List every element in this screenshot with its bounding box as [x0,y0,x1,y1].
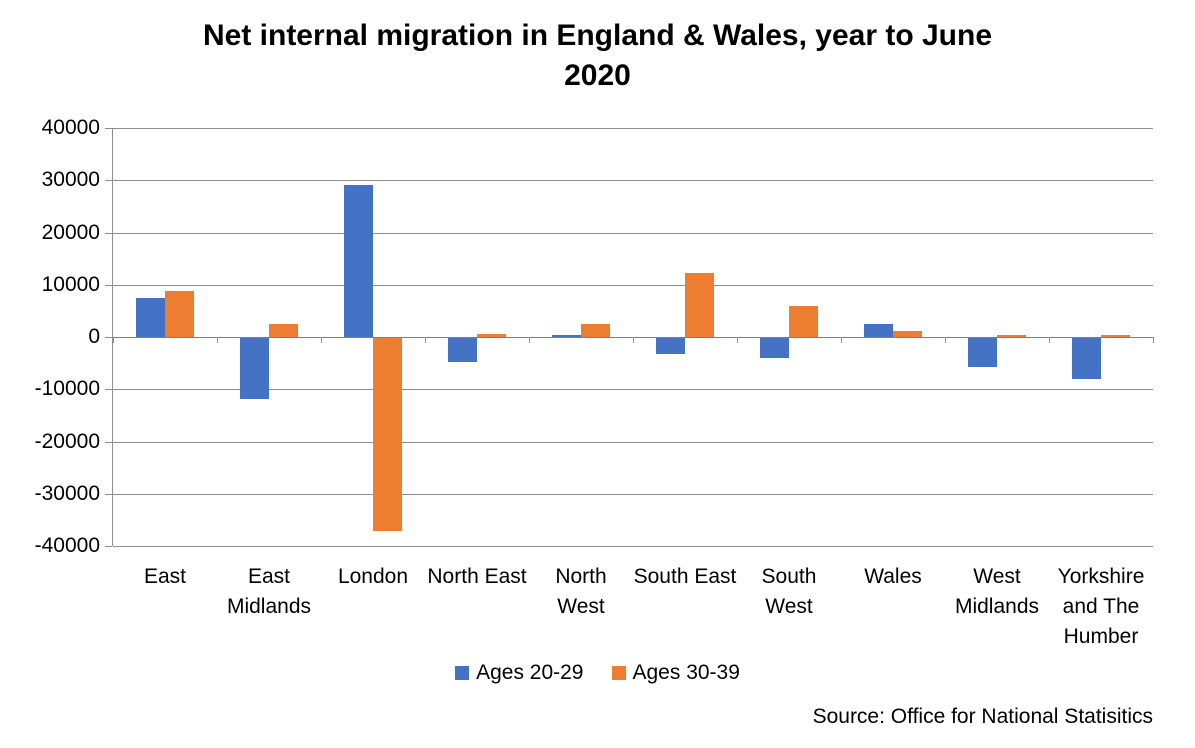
x-tick-6 [737,337,738,343]
x-label-north-east: North East [427,565,527,588]
bar-ages-20-29-east [136,297,165,337]
y-tick-0 [105,337,112,338]
y-tick-40000 [105,128,112,129]
y-tick-label-10000: 10000 [41,272,100,296]
y-tick--20000 [105,441,112,443]
x-label-wales: Wales [864,565,922,588]
gridline--10000 [113,389,1153,391]
x-label-east-midlands: East Midlands [226,565,312,618]
y-tick--10000 [105,389,112,391]
bar-ages-30-39-south-west [789,306,818,337]
bar-ages-30-39-yorkshire-and-the-humber [1101,334,1130,337]
y-tick-label--20000: -20000 [34,429,100,453]
bar-ages-20-29-london [344,185,373,337]
gridline-30000 [113,180,1153,182]
bar-ages-20-29-south-east [656,338,685,354]
y-tick-label-0: 0 [88,325,100,348]
gridline--20000 [113,441,1153,443]
x-tick-2 [321,337,322,343]
bar-ages-30-39-east [165,291,194,337]
x-label-north-west: North West [555,565,607,618]
y-tick-10000 [105,284,112,286]
legend-swatch-ages-20-29 [455,666,470,680]
gridline-20000 [113,232,1153,234]
y-tick-label--10000: -10000 [34,377,100,401]
y-tick-label--30000: -30000 [34,481,100,505]
y-tick--30000 [105,493,112,495]
gridline-40000 [113,128,1153,129]
legend-swatch-ages-30-39 [611,666,626,680]
y-tick-30000 [105,180,112,182]
y-tick-label-40000: 40000 [41,116,100,139]
legend-item-ages-20-29: Ages 20-29 [455,661,584,685]
gridline--40000 [113,546,1153,547]
x-label-south-east: South East [633,565,737,588]
bar-ages-20-29-wales [864,324,893,337]
x-tick-4 [529,337,530,343]
y-axis-line [112,128,113,546]
x-tick-10 [1153,337,1154,343]
bar-ages-30-39-london [373,338,402,532]
gridline--30000 [113,493,1153,495]
legend-item-ages-30-39: Ages 30-39 [611,661,740,685]
bar-ages-20-29-east-midlands [240,338,269,400]
x-label-london: London [337,565,409,588]
x-tick-3 [425,337,426,343]
x-tick-1 [217,337,218,343]
bar-ages-20-29-west-midlands [968,338,997,368]
gridline-10000 [113,284,1153,286]
bar-ages-30-39-south-east [685,273,714,337]
bar-ages-30-39-east-midlands [269,323,298,337]
chart-title-line-2: 2020 [564,59,631,92]
bar-ages-30-39-north-west [581,323,610,337]
bar-ages-30-39-north-east [477,334,506,337]
legend: Ages 20-29 Ages 30-39 [0,661,1195,685]
y-tick-label-30000: 30000 [41,168,100,192]
x-label-east: East [143,565,187,588]
legend-label-ages-20-29: Ages 20-29 [476,661,584,684]
source-note: Source: Office for National Statisitics [812,705,1153,728]
plot-area [105,128,1154,547]
x-label-west-midlands: West Midlands [954,565,1040,618]
bar-ages-20-29-south-west [760,338,789,358]
x-label-yorkshire-and-the-humber: Yorkshire and The Humber [1057,565,1145,648]
bar-ages-30-39-west-midlands [997,334,1026,337]
bar-ages-20-29-yorkshire-and-the-humber [1072,338,1101,380]
bar-ages-20-29-north-west [552,334,581,337]
x-tick-9 [1049,337,1050,343]
x-tick-0 [113,337,114,343]
chart-title: Net internal migration in England & Wale… [0,16,1195,96]
bar-ages-20-29-north-east [448,338,477,362]
x-tick-7 [841,337,842,343]
x-label-south-west: South West [761,565,817,618]
x-tick-5 [633,337,634,343]
chart-title-line-1: Net internal migration in England & Wale… [202,19,993,52]
y-tick-label--40000: -40000 [34,534,100,557]
bar-ages-30-39-wales [893,330,922,337]
y-tick-20000 [105,232,112,234]
x-tick-8 [945,337,946,343]
y-tick--40000 [105,546,112,547]
y-tick-label-20000: 20000 [41,220,100,244]
legend-label-ages-30-39: Ages 30-39 [632,661,740,684]
